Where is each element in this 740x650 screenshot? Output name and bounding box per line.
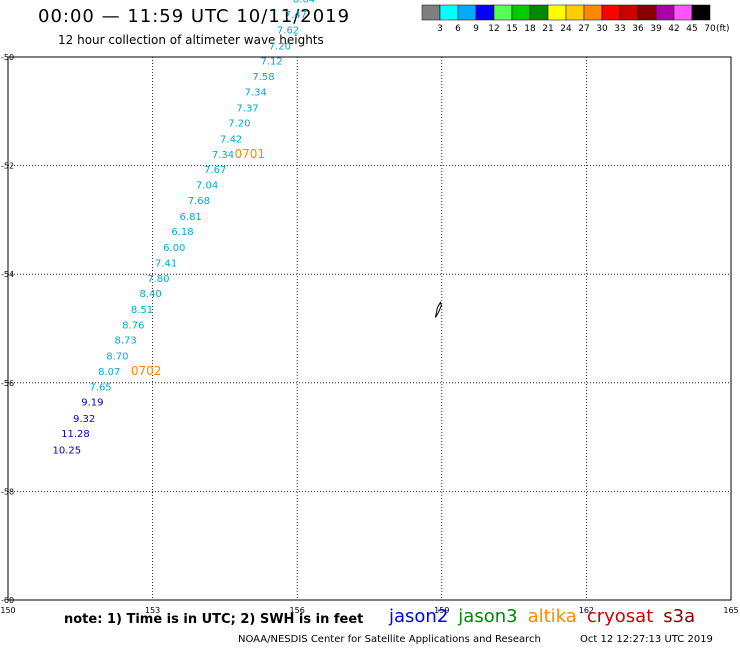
swh-value-label: 7.20 bbox=[269, 41, 291, 52]
legend-bin-label: 18 bbox=[524, 24, 536, 34]
swh-value-label: 8.73 bbox=[114, 336, 136, 347]
legend-swatch bbox=[691, 4, 711, 21]
swh-value-label: 7.04 bbox=[196, 180, 218, 191]
generated-timestamp: Oct 12 12:27:13 UTC 2019 bbox=[580, 634, 713, 645]
swh-value-label: 6.18 bbox=[171, 227, 193, 238]
swh-value-label: 8.70 bbox=[106, 351, 128, 362]
swh-value-label: 7.68 bbox=[188, 196, 210, 207]
color-legend: 3 6 9 12 15 18 21 24 27 30 33 36 39 42 45 70 (ft) bbox=[421, 4, 730, 34]
satellite-name: jason3 bbox=[458, 606, 518, 627]
latitude-label: -52 bbox=[1, 162, 14, 171]
satellite-name: s3a bbox=[663, 606, 696, 627]
satellite-name: altika bbox=[527, 606, 577, 627]
swh-value-label: 8.64 bbox=[293, 0, 315, 6]
satellite-name: jason2 bbox=[389, 606, 449, 627]
time-mark-label: 0701 bbox=[235, 147, 266, 161]
legend-bin-label: 27 bbox=[578, 24, 589, 34]
satellite-name: cryosat bbox=[586, 606, 654, 627]
longitude-label: 165 bbox=[723, 606, 738, 615]
swh-value-label: 7.41 bbox=[155, 259, 177, 270]
swh-value-label: 11.28 bbox=[61, 429, 90, 440]
swh-value-label: 7.34 bbox=[245, 88, 267, 99]
swh-value-label: 6.00 bbox=[163, 243, 185, 254]
map-title: 00:00 — 11:59 UTC 10/11/2019 bbox=[38, 6, 351, 27]
longitude-label: 153 bbox=[145, 606, 160, 615]
swh-value-label: 8.76 bbox=[122, 321, 144, 332]
swh-value-label: 10.25 bbox=[52, 445, 81, 456]
swh-value-label: 8.07 bbox=[98, 367, 120, 378]
latitude-label: -50 bbox=[1, 53, 14, 62]
legend-unit-label: (ft) bbox=[716, 24, 730, 34]
latitude-label: -54 bbox=[1, 270, 14, 279]
latitude-label: -60 bbox=[1, 596, 14, 605]
swh-value-label: 7.47 bbox=[285, 10, 307, 21]
swh-value-label: 7.34 bbox=[212, 150, 234, 161]
credit-line: NOAA/NESDIS Center for Satellite Applica… bbox=[238, 634, 541, 645]
legend-bin-label: 39 bbox=[650, 24, 662, 34]
map-frame bbox=[7, 56, 732, 601]
swh-value-label: 7.42 bbox=[220, 134, 242, 145]
latitude-label: -58 bbox=[1, 487, 14, 496]
longitude-label: 162 bbox=[579, 606, 594, 615]
footer-note: note: 1) Time is in UTC; 2) SWH is in fe… bbox=[64, 612, 364, 627]
map-subtitle: 12 hour collection of altimeter wave hei… bbox=[58, 33, 324, 47]
legend-bin-label: 45 bbox=[686, 24, 697, 34]
legend-bin-label: 30 bbox=[596, 24, 608, 34]
time-mark-label: 0702 bbox=[131, 364, 162, 378]
longitude-label: 156 bbox=[290, 606, 305, 615]
swh-value-label: 7.80 bbox=[147, 274, 169, 285]
swh-value-label: 7.67 bbox=[204, 165, 226, 176]
swh-value-label: 7.20 bbox=[228, 119, 250, 130]
swh-value-label: 6.81 bbox=[180, 212, 202, 223]
legend-bin-label: 9 bbox=[473, 24, 479, 34]
legend-bin-label: 21 bbox=[542, 24, 553, 34]
legend-bin-label: 3 bbox=[437, 24, 443, 34]
satellite-legend: jason2 jason3 altika cryosat s3a bbox=[389, 606, 705, 627]
legend-bin-label: 6 bbox=[455, 24, 461, 34]
swh-value-label: 7.37 bbox=[236, 103, 258, 114]
swh-value-label: 7.12 bbox=[261, 57, 283, 68]
macquarie-island-coastline bbox=[434, 301, 442, 318]
legend-bin-label: 33 bbox=[614, 24, 625, 34]
longitude-label: 159 bbox=[434, 606, 449, 615]
legend-bin-label: 24 bbox=[560, 24, 572, 34]
legend-bin-label: 70 bbox=[704, 24, 716, 34]
legend-bin-label: 15 bbox=[506, 24, 517, 34]
swh-value-label: 7.62 bbox=[277, 26, 299, 37]
swh-value-label: 9.19 bbox=[81, 398, 103, 409]
swh-value-label: 7.58 bbox=[252, 72, 274, 83]
swh-value-label: 8.40 bbox=[140, 289, 162, 300]
legend-bin-label: 12 bbox=[488, 24, 499, 34]
swh-value-label: 8.51 bbox=[131, 305, 153, 316]
longitude-label: 150 bbox=[0, 606, 15, 615]
latitude-label: -56 bbox=[1, 379, 14, 388]
legend-bin-label: 42 bbox=[668, 24, 679, 34]
swh-value-label: 7.65 bbox=[89, 382, 111, 393]
legend-bin-label: 36 bbox=[632, 24, 644, 34]
swh-value-label: 9.32 bbox=[73, 414, 95, 425]
